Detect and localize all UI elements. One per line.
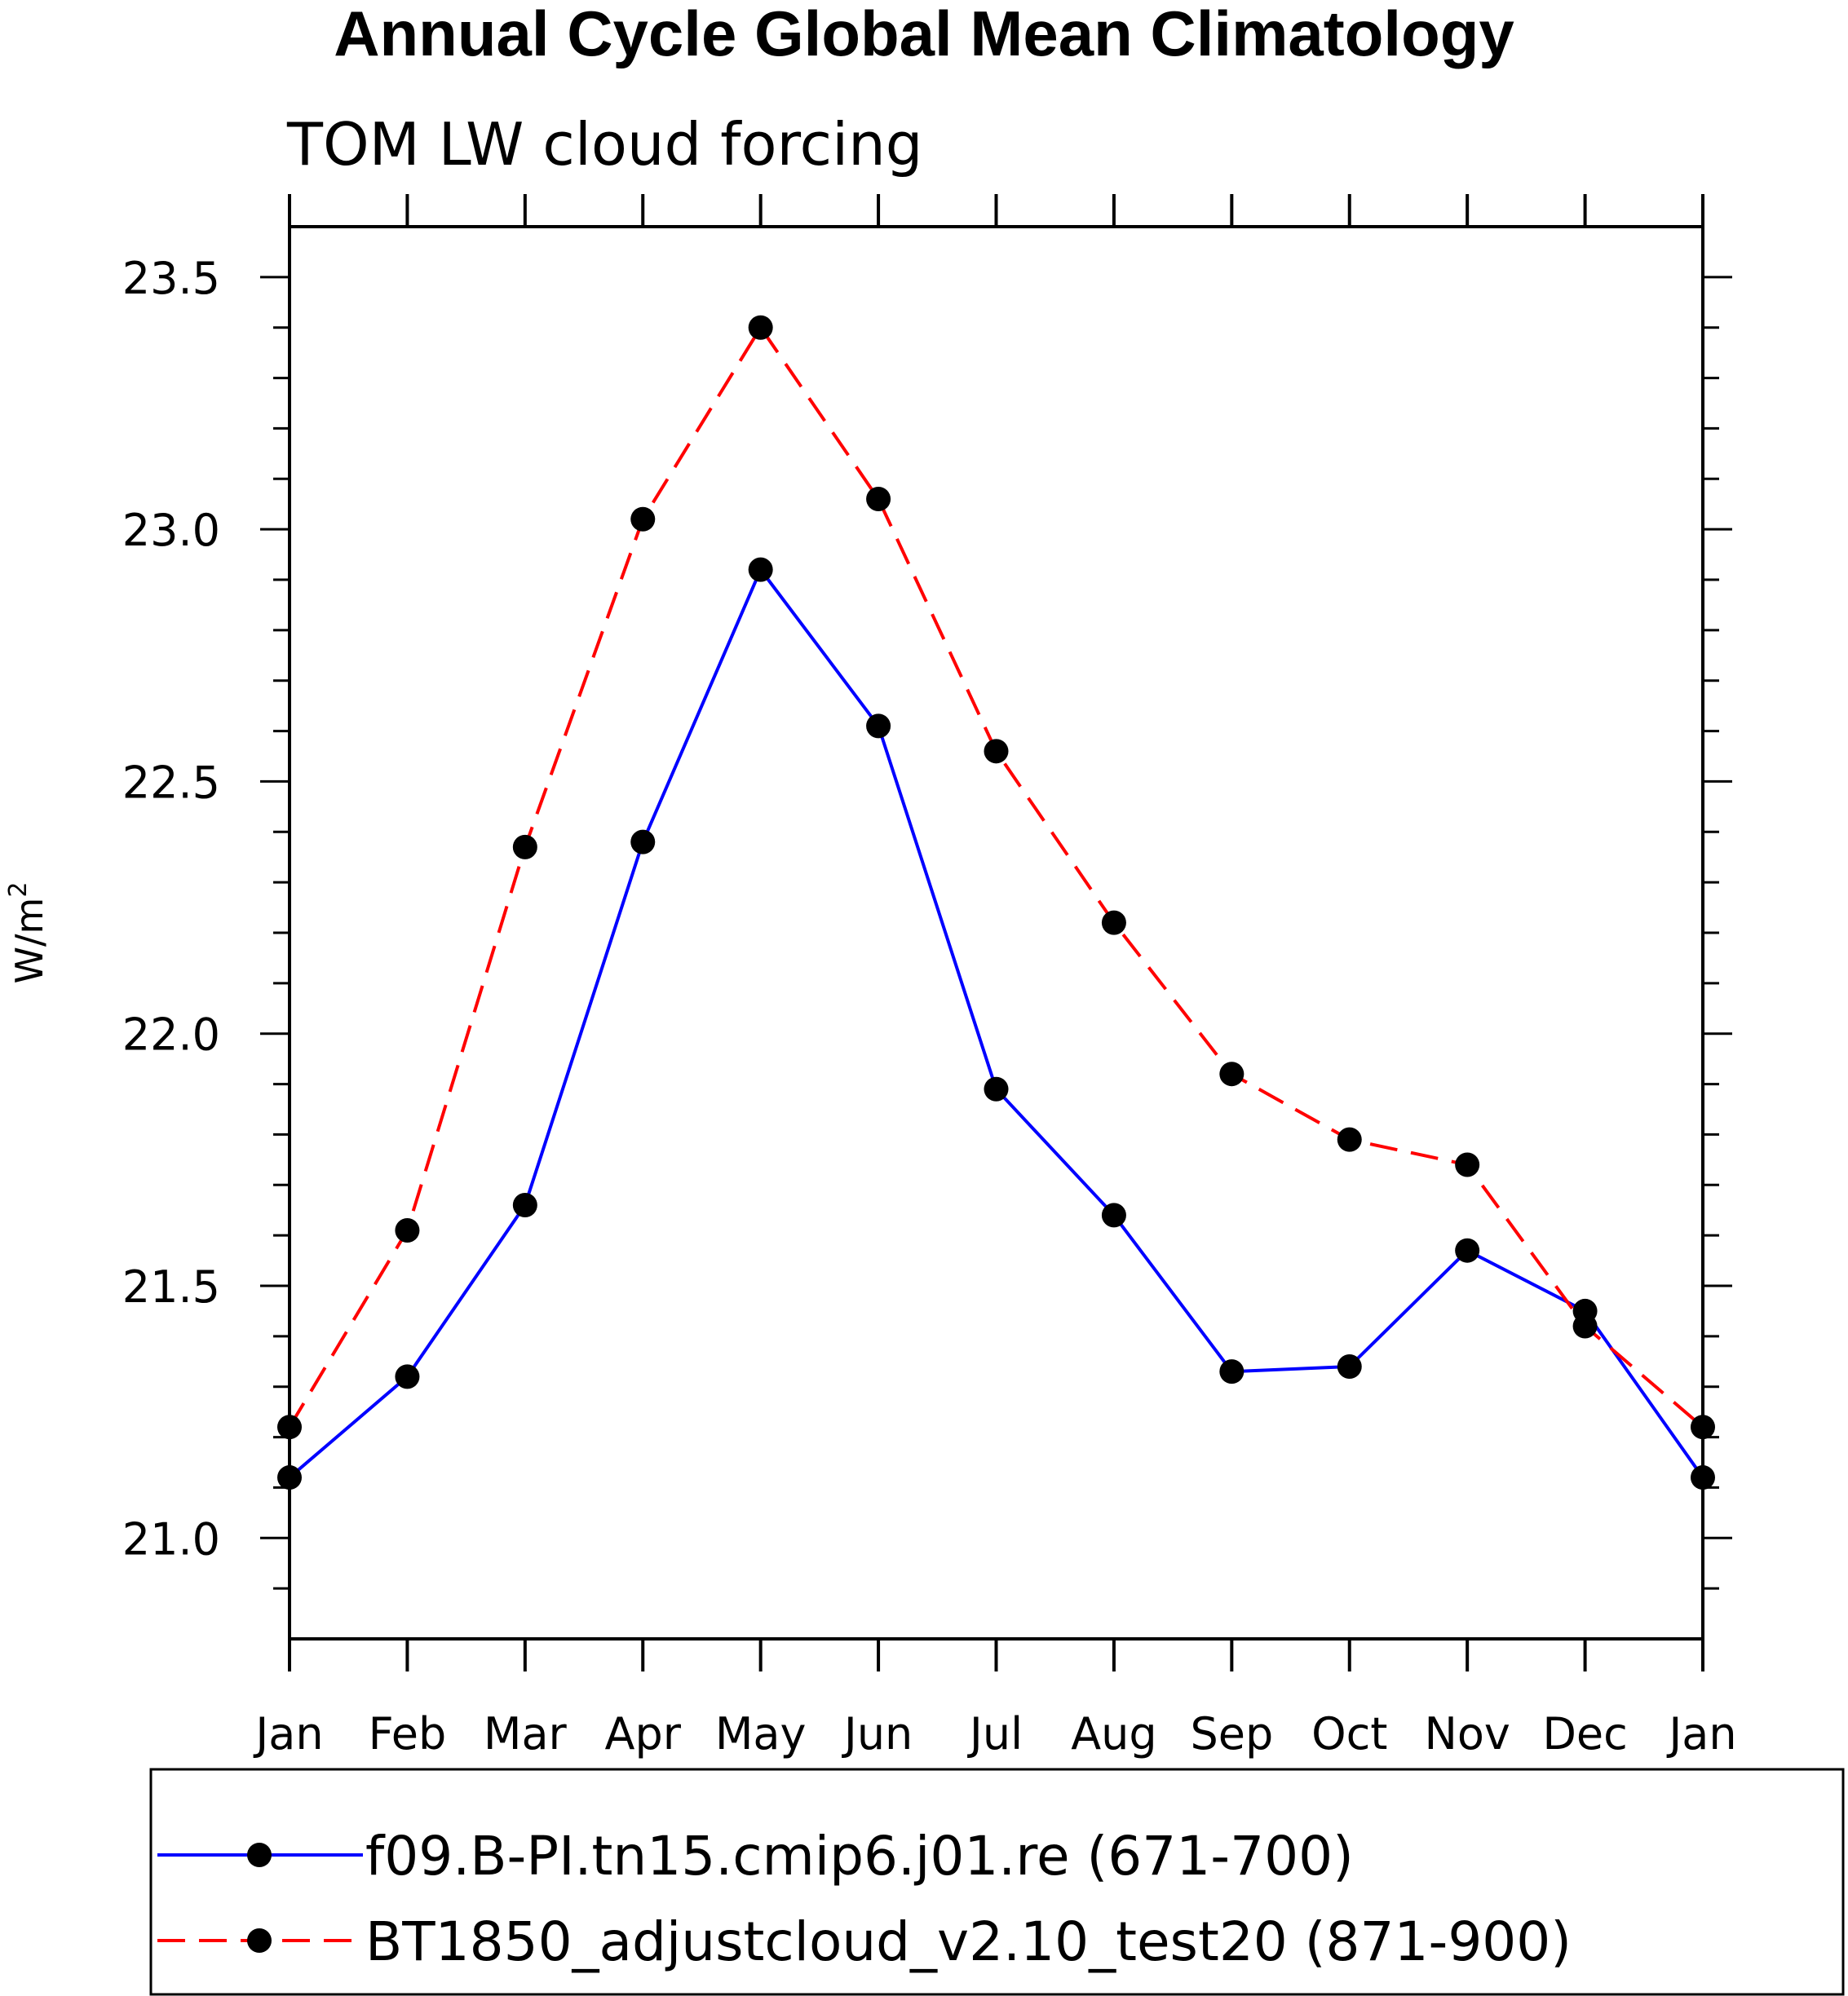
- series-1-point: [1572, 1314, 1598, 1339]
- series-1-point: [1337, 1127, 1362, 1152]
- y-tick-label: 22.5: [122, 757, 220, 808]
- x-tick-label: Aug: [1071, 1708, 1156, 1760]
- x-tick-label: Jun: [842, 1708, 913, 1760]
- x-tick-label: Mar: [484, 1708, 568, 1760]
- y-tick-label: 23.0: [122, 505, 220, 556]
- series-0-point: [866, 713, 891, 739]
- series-0-point: [512, 1193, 537, 1218]
- legend-label-1: BT1850_adjustcloud_v2.10_test20 (871-900…: [365, 1910, 1572, 1973]
- series-0-point: [1101, 1203, 1126, 1228]
- x-tick-label: Sep: [1190, 1708, 1273, 1760]
- series-0-point: [748, 557, 773, 582]
- series-1-point: [748, 315, 773, 340]
- series-0-point: [1337, 1353, 1362, 1379]
- legend-box: [149, 1768, 1845, 1996]
- series-0-point: [1691, 1465, 1715, 1490]
- y-tick-label: 23.5: [122, 253, 220, 304]
- series-1-point: [395, 1217, 420, 1243]
- chart-title: Annual Cycle Global Mean Climatology: [334, 0, 1514, 69]
- x-tick-label: Apr: [605, 1708, 682, 1760]
- series-1-point: [512, 834, 537, 859]
- series-0-point: [395, 1364, 420, 1389]
- x-tick-label: Feb: [369, 1708, 447, 1760]
- series-1-point: [630, 506, 656, 532]
- y-tick-label: 21.0: [122, 1513, 220, 1565]
- series-1-point: [984, 739, 1009, 764]
- x-tick-label: May: [715, 1708, 807, 1760]
- series-0-point: [1455, 1238, 1480, 1263]
- series-1-point: [1455, 1152, 1480, 1177]
- y-axis-label-text: W/m: [7, 898, 51, 984]
- axes: Jan Feb Mar Apr May Jun Jul Aug Sep Oct Nov Dec Jan 2…: [122, 194, 1737, 1760]
- legend-marker-0: [247, 1843, 272, 1867]
- y-axis-label: W/m2: [4, 882, 51, 984]
- y-tick-label: 21.5: [122, 1261, 220, 1313]
- series-1-point: [1691, 1415, 1715, 1440]
- y-tick-label: 22.0: [122, 1009, 220, 1061]
- series-0-point: [1219, 1359, 1245, 1384]
- series-1-point: [1101, 910, 1126, 935]
- y-axis-label-superscript: 2: [4, 882, 33, 898]
- x-tick-label: Nov: [1424, 1708, 1510, 1760]
- x-tick-label: Jan: [1666, 1708, 1736, 1760]
- x-tick-label: Jan: [253, 1708, 323, 1760]
- legend-label-0: f09.B-PI.tn15.cmip6.j01.re (671-700): [365, 1825, 1354, 1888]
- series-layer: [277, 315, 1715, 1490]
- series-1-point: [1219, 1062, 1245, 1087]
- series-line-0: [288, 566, 1704, 1479]
- series-0-point: [630, 829, 656, 854]
- x-tick-label: Dec: [1542, 1708, 1628, 1760]
- x-tick-label: Oct: [1311, 1708, 1387, 1760]
- series-1-point: [277, 1415, 302, 1440]
- legend-marker-1: [247, 1928, 272, 1953]
- x-tick-label: Jul: [967, 1708, 1023, 1760]
- series-1-point: [866, 487, 891, 512]
- plot-frame: [288, 225, 1704, 1641]
- chart-subtitle: TOM LW cloud forcing: [286, 110, 922, 179]
- series-0-point: [984, 1076, 1009, 1102]
- legend: f09.B-PI.tn15.cmip6.j01.re (671-700) BT18…: [157, 1825, 1572, 1973]
- series-0-point: [277, 1465, 302, 1490]
